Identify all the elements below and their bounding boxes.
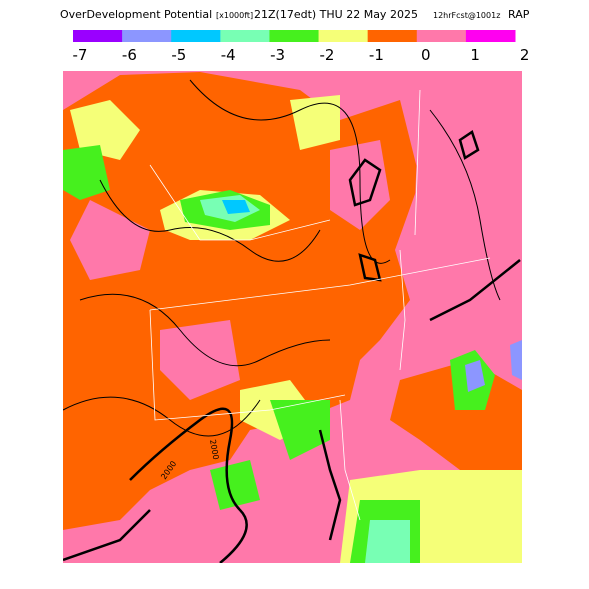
valid-time: 21Z(17edt) THU 22 May 2025 (254, 8, 418, 21)
colorbar-segment (171, 30, 221, 42)
colorbar-segment (73, 30, 123, 42)
colorbar-label: -5 (171, 46, 186, 64)
colorbar-label: -3 (270, 46, 285, 64)
run: 12hrFcst@1001z (433, 11, 500, 20)
colorbar-segment (416, 30, 467, 42)
colorbar-label: 2 (520, 46, 530, 64)
colorbar-segment (122, 30, 172, 42)
colorbar-label: 0 (421, 46, 431, 64)
colorbar-label: 1 (470, 46, 480, 64)
colorbar-label: -7 (73, 46, 88, 64)
title: OverDevelopment Potential (60, 8, 212, 21)
colorbar-label: -1 (369, 46, 384, 64)
colorbar-label: -6 (122, 46, 137, 64)
colorbar-segment (269, 30, 320, 42)
colorbar-segment (367, 30, 418, 42)
borders (149, 89, 491, 521)
units: [x1000ft] (216, 11, 253, 20)
colorbar-label: -4 (221, 46, 236, 64)
colorbar-segment (465, 30, 516, 42)
colorbar-segment (318, 30, 369, 42)
colorbar: -7 -6 -5 -4 -3 -2 -1 0 1 2 (73, 30, 530, 64)
contours (63, 79, 521, 563)
map: 2000 2000 (63, 71, 522, 563)
contour-label: 2000 (208, 439, 220, 461)
colorbar-label: -2 (320, 46, 335, 64)
model: RAP (508, 8, 530, 21)
colorbar-segment (220, 30, 270, 42)
